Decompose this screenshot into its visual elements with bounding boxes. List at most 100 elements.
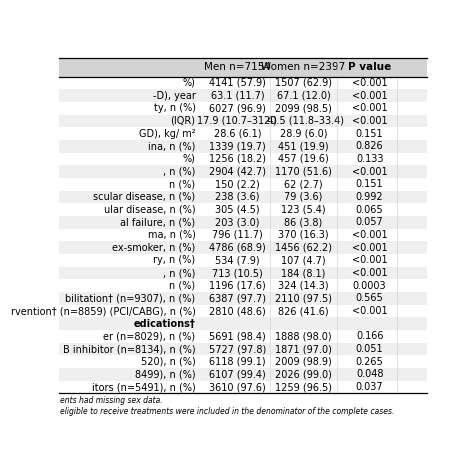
Text: ry, n (%): ry, n (%) — [154, 255, 196, 265]
Text: 370 (16.3): 370 (16.3) — [278, 230, 329, 240]
Text: er (n=8029), n (%): er (n=8029), n (%) — [103, 331, 196, 341]
Text: 305 (4.5): 305 (4.5) — [215, 205, 260, 215]
Text: <0.001: <0.001 — [352, 306, 387, 316]
Text: ma, n (%): ma, n (%) — [148, 230, 196, 240]
Text: B inhibitor (n=8134), n (%): B inhibitor (n=8134), n (%) — [63, 344, 196, 354]
Text: %): %) — [182, 154, 196, 164]
Text: 796 (11.7): 796 (11.7) — [212, 230, 263, 240]
Text: 62 (2.7): 62 (2.7) — [284, 179, 323, 189]
Text: P value: P value — [348, 62, 391, 72]
Text: %): %) — [182, 78, 196, 88]
Text: 1196 (17.6): 1196 (17.6) — [209, 281, 266, 291]
Text: 0.826: 0.826 — [356, 141, 383, 151]
Text: 5727 (97.8): 5727 (97.8) — [209, 344, 266, 354]
Text: 1507 (62.9): 1507 (62.9) — [275, 78, 332, 88]
Text: 2099 (98.5): 2099 (98.5) — [275, 103, 332, 113]
Text: n (%): n (%) — [169, 179, 196, 189]
Bar — [59, 318, 427, 330]
Text: 713 (10.5): 713 (10.5) — [212, 268, 263, 278]
Text: 123 (5.4): 123 (5.4) — [281, 205, 326, 215]
Text: eligible to receive treatments were included in the denominator of the complete : eligible to receive treatments were incl… — [60, 407, 394, 416]
Text: 0.037: 0.037 — [356, 382, 383, 392]
Text: 1259 (96.5): 1259 (96.5) — [275, 382, 332, 392]
Text: 5691 (98.4): 5691 (98.4) — [209, 331, 266, 341]
Text: 826 (41.6): 826 (41.6) — [278, 306, 329, 316]
Text: 0.051: 0.051 — [356, 344, 383, 354]
Text: 1871 (97.0): 1871 (97.0) — [275, 344, 332, 354]
Text: <0.001: <0.001 — [352, 167, 387, 177]
Text: 1456 (62.2): 1456 (62.2) — [275, 243, 332, 253]
Text: 20.5 (11.8–33.4): 20.5 (11.8–33.4) — [264, 116, 344, 126]
Text: 67.1 (12.0): 67.1 (12.0) — [277, 91, 330, 100]
Text: 534 (7.9): 534 (7.9) — [215, 255, 260, 265]
Text: <0.001: <0.001 — [352, 268, 387, 278]
Bar — [59, 140, 427, 153]
Bar — [59, 216, 427, 228]
Text: 238 (3.6): 238 (3.6) — [215, 192, 260, 202]
Bar — [59, 343, 427, 356]
Text: 0.048: 0.048 — [356, 369, 383, 379]
Text: 1170 (51.6): 1170 (51.6) — [275, 167, 332, 177]
Text: 0.0003: 0.0003 — [353, 281, 386, 291]
Text: 17.9 (10.7–31.4): 17.9 (10.7–31.4) — [197, 116, 277, 126]
Text: 0.065: 0.065 — [356, 205, 383, 215]
Text: rvention† (n=8859) (PCI/CABG), n (%): rvention† (n=8859) (PCI/CABG), n (%) — [10, 306, 196, 316]
Bar — [59, 191, 427, 203]
Text: 0.565: 0.565 — [356, 293, 383, 303]
Text: 0.992: 0.992 — [356, 192, 383, 202]
Text: 2110 (97.5): 2110 (97.5) — [275, 293, 332, 303]
Bar — [59, 368, 427, 381]
Text: <0.001: <0.001 — [352, 103, 387, 113]
Text: 2026 (99.0): 2026 (99.0) — [275, 369, 332, 379]
Text: 86 (3.8): 86 (3.8) — [284, 217, 323, 228]
Text: <0.001: <0.001 — [352, 78, 387, 88]
Text: al failure, n (%): al failure, n (%) — [120, 217, 196, 228]
Text: GD), kg/ m²: GD), kg/ m² — [139, 128, 196, 138]
Text: 0.057: 0.057 — [356, 217, 383, 228]
Text: 203 (3.0): 203 (3.0) — [215, 217, 260, 228]
Text: 150 (2.2): 150 (2.2) — [215, 179, 260, 189]
Text: 28.6 (6.1): 28.6 (6.1) — [214, 128, 261, 138]
Text: <0.001: <0.001 — [352, 255, 387, 265]
Text: 324 (14.3): 324 (14.3) — [278, 281, 329, 291]
Text: 1888 (98.0): 1888 (98.0) — [275, 331, 332, 341]
Text: scular disease, n (%): scular disease, n (%) — [93, 192, 196, 202]
Text: edications†: edications† — [134, 319, 196, 328]
Bar — [59, 58, 427, 77]
Text: 0.151: 0.151 — [356, 128, 383, 138]
Text: 0.133: 0.133 — [356, 154, 383, 164]
Text: 1256 (18.2): 1256 (18.2) — [209, 154, 266, 164]
Bar — [59, 241, 427, 254]
Text: <0.001: <0.001 — [352, 230, 387, 240]
Text: 2009 (98.9): 2009 (98.9) — [275, 357, 332, 367]
Text: (IQR): (IQR) — [171, 116, 196, 126]
Text: 0.166: 0.166 — [356, 331, 383, 341]
Text: , n (%): , n (%) — [163, 167, 196, 177]
Text: ina, n (%): ina, n (%) — [148, 141, 196, 151]
Text: <0.001: <0.001 — [352, 243, 387, 253]
Text: 79 (3.6): 79 (3.6) — [284, 192, 323, 202]
Text: 2810 (48.6): 2810 (48.6) — [209, 306, 266, 316]
Text: ular disease, n (%): ular disease, n (%) — [104, 205, 196, 215]
Text: 3610 (97.6): 3610 (97.6) — [209, 382, 266, 392]
Text: 520), n (%): 520), n (%) — [141, 357, 196, 367]
Text: ex-smoker, n (%): ex-smoker, n (%) — [112, 243, 196, 253]
Text: 451 (19.9): 451 (19.9) — [278, 141, 329, 151]
Text: itors (n=5491), n (%): itors (n=5491), n (%) — [92, 382, 196, 392]
Text: 107 (4.7): 107 (4.7) — [281, 255, 326, 265]
Text: 457 (19.6): 457 (19.6) — [278, 154, 329, 164]
Text: Men n=7154: Men n=7154 — [204, 62, 271, 72]
Text: 6118 (99.1): 6118 (99.1) — [209, 357, 266, 367]
Text: 28.9 (6.0): 28.9 (6.0) — [280, 128, 327, 138]
Text: 0.151: 0.151 — [356, 179, 383, 189]
Text: 1339 (19.7): 1339 (19.7) — [209, 141, 266, 151]
Bar — [59, 292, 427, 305]
Text: 8499), n (%): 8499), n (%) — [135, 369, 196, 379]
Text: 6387 (97.7): 6387 (97.7) — [209, 293, 266, 303]
Text: bilitation† (n=9307), n (%): bilitation† (n=9307), n (%) — [65, 293, 196, 303]
Text: 63.1 (11.7): 63.1 (11.7) — [210, 91, 264, 100]
Bar — [59, 115, 427, 128]
Text: 4786 (68.9): 4786 (68.9) — [209, 243, 266, 253]
Bar — [59, 89, 427, 102]
Text: ents had missing sex data.: ents had missing sex data. — [60, 396, 163, 405]
